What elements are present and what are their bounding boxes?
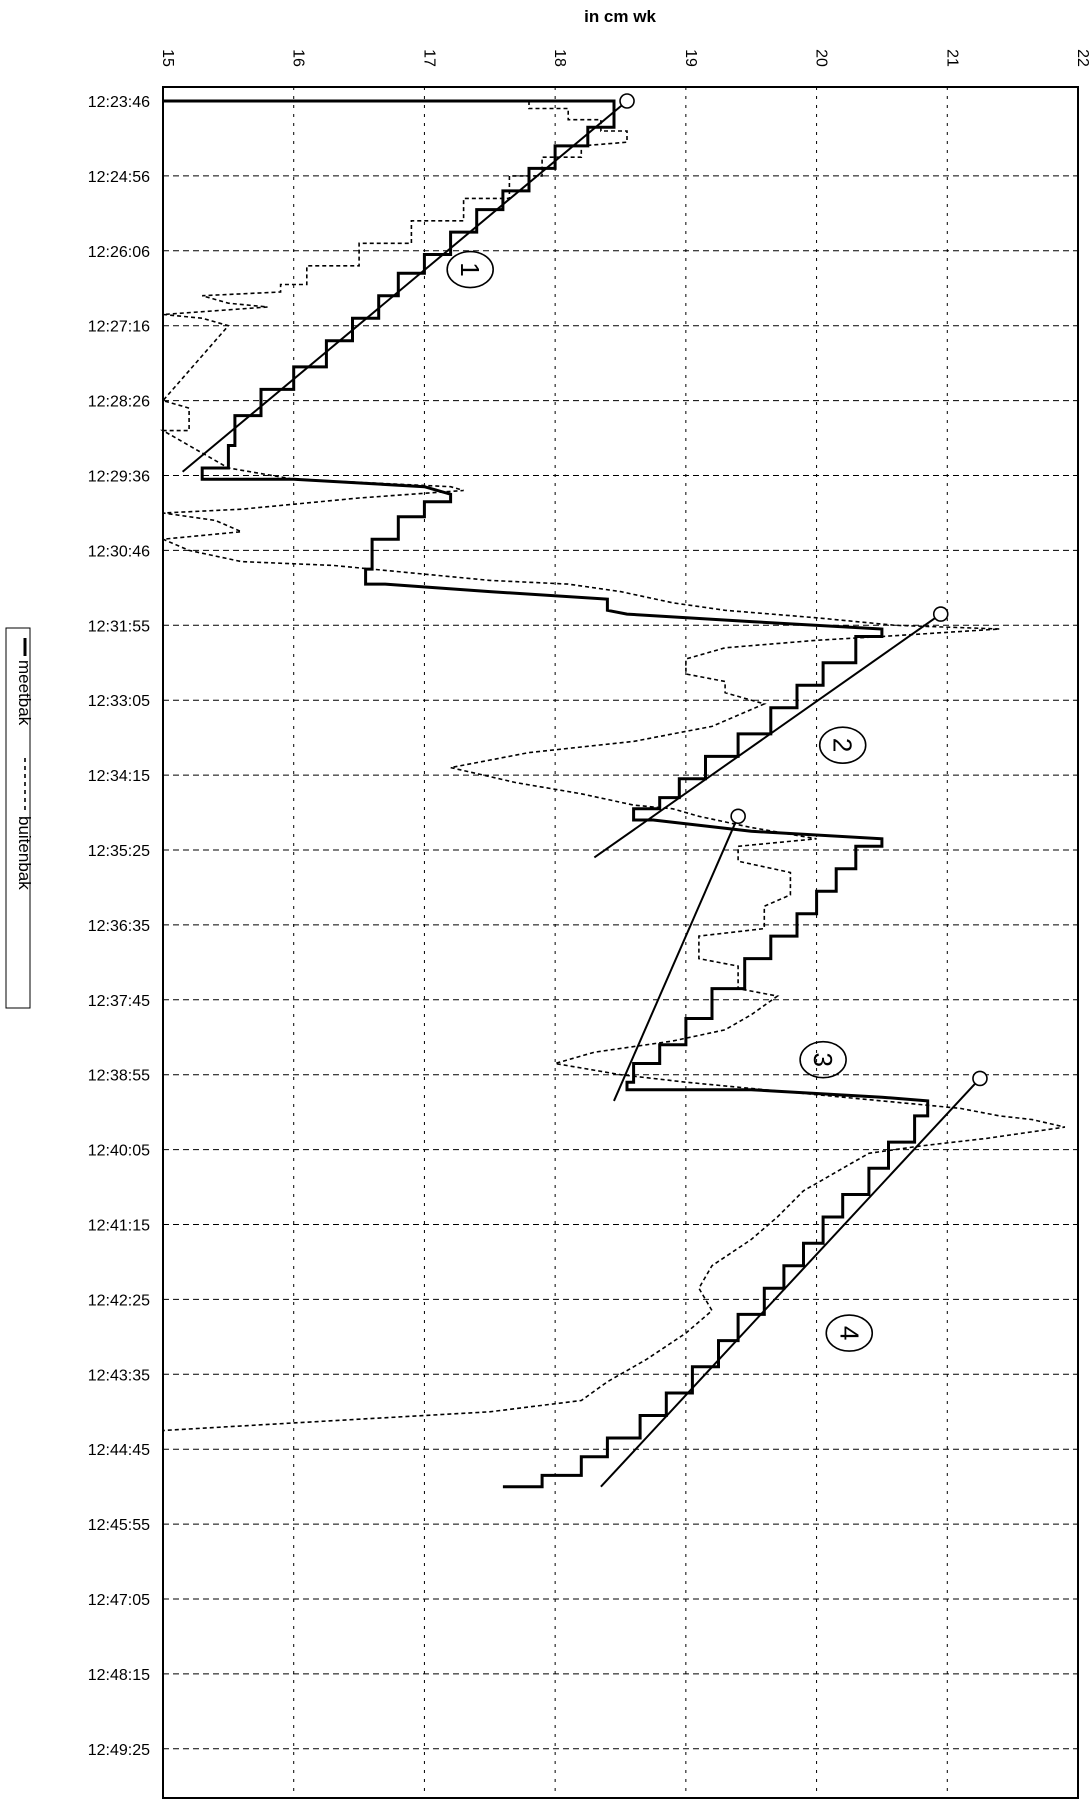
time-tick-label: 12:30:46 [88, 543, 150, 560]
legend-label-buitenbak: buitenbak [15, 816, 34, 890]
annotation-number: 2 [828, 738, 858, 752]
time-tick-label: 12:23:46 [88, 94, 150, 111]
time-tick-label: 12:34:15 [88, 768, 150, 785]
value-tick-label: 18 [551, 49, 568, 67]
value-tick-label: 20 [813, 49, 830, 67]
time-tick-label: 12:42:25 [88, 1292, 150, 1309]
trend-lines [181, 93, 988, 1488]
time-tick-label: 12:33:05 [88, 693, 150, 710]
x-axis-title: in cm wk [584, 7, 656, 26]
value-tick-label: 21 [943, 49, 960, 67]
time-tick-label: 12:24:56 [88, 169, 150, 186]
trend-line-4 [600, 1077, 981, 1488]
annotation-circle [446, 250, 494, 289]
time-tick-label: 12:29:36 [88, 469, 150, 486]
time-tick-label: 12:31:55 [88, 618, 150, 635]
time-tick-label: 12:36:35 [88, 918, 150, 935]
trend-start-circle [972, 1070, 988, 1087]
time-tick-label: 12:45:55 [88, 1517, 150, 1534]
trend-start-circle [730, 808, 746, 825]
time-tick-label: 12:41:15 [88, 1218, 150, 1235]
value-tick-label: 15 [159, 49, 176, 67]
trend-line-2 [593, 613, 942, 859]
value-axis-ticks: 15 16 17 18 19 20 21 22 [159, 49, 1091, 67]
grid [163, 87, 1078, 1798]
annotation-number: 3 [808, 1052, 838, 1066]
time-tick-label: 12:40:05 [88, 1143, 150, 1160]
value-tick-label: 22 [1074, 49, 1091, 67]
time-tick-label: 12:44:45 [88, 1442, 150, 1459]
time-axis-ticks: 12:23:46 12:24:56 12:26:06 12:27:16 12:28:26… [88, 94, 150, 1759]
trend-start-circle [932, 606, 949, 622]
time-tick-label: 12:35:25 [88, 843, 150, 860]
time-tick-label: 12:37:45 [88, 993, 150, 1010]
legend-content: meetbak buitenbak [15, 638, 34, 890]
trend-start-circle [619, 93, 635, 109]
legend: meetbak buitenbak [5, 627, 34, 1009]
legend-label-meetbak: meetbak [15, 660, 34, 726]
annotation-circle [799, 1040, 847, 1079]
time-tick-label: 12:48:15 [88, 1667, 150, 1684]
time-tick-label: 12:47:05 [88, 1592, 150, 1609]
trend-line-3 [613, 815, 740, 1102]
time-tick-label: 12:43:35 [88, 1367, 150, 1384]
time-tick-label: 12:26:06 [88, 244, 150, 261]
time-tick-label: 12:49:25 [88, 1742, 150, 1759]
value-tick-label: 17 [420, 49, 437, 67]
annotation-marks: 1 2 3 4 [446, 250, 874, 1352]
time-tick-label: 12:27:16 [88, 319, 150, 336]
annotation-number: 4 [834, 1326, 864, 1340]
annotation-circle [818, 726, 867, 764]
annotation-number: 1 [455, 262, 485, 276]
value-tick-label: 16 [290, 49, 307, 67]
trend-line-1 [181, 100, 628, 473]
time-tick-label: 12:38:55 [88, 1068, 150, 1085]
annotation-circle [825, 1314, 874, 1352]
value-tick-label: 19 [682, 49, 699, 67]
plot-border [162, 86, 1079, 1799]
legend-box [5, 627, 31, 1009]
time-tick-label: 12:28:26 [88, 394, 150, 411]
